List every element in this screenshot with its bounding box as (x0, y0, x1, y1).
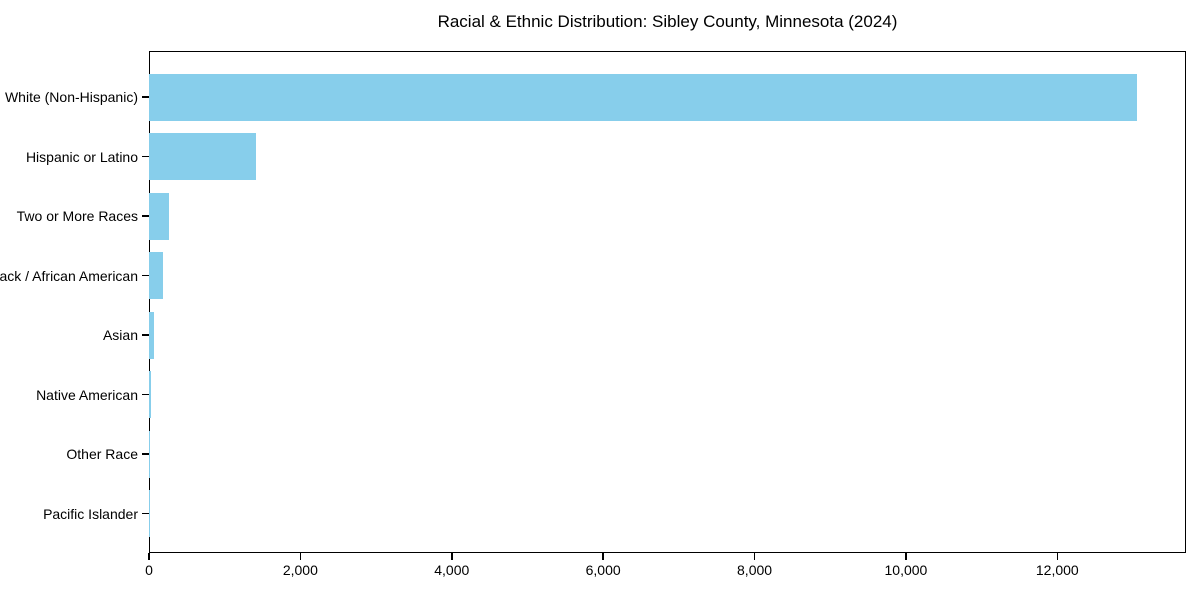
x-axis-tick-label: 10,000 (884, 562, 928, 578)
y-axis-tick-label-hispanic-or-latino: Hispanic or Latino (25, 148, 138, 165)
x-axis-tick-mark (602, 553, 604, 560)
x-axis-tick-label: 6,000 (585, 562, 621, 578)
y-axis-tick-mark (142, 215, 149, 217)
x-axis-tick-label: 8,000 (737, 562, 773, 578)
bar-two-or-more-races (149, 192, 170, 240)
x-axis-tick-mark (299, 553, 302, 560)
y-axis-tick-mark (142, 334, 149, 336)
x-axis-tick-mark (148, 553, 150, 560)
bar-black-african-american (149, 252, 163, 299)
y-axis-tick-label-black-african-american: Black / African American (0, 267, 138, 284)
y-axis-tick-mark (142, 96, 149, 98)
x-axis-tick-mark (905, 553, 907, 560)
x-axis-tick-label: 0 (145, 562, 153, 578)
y-axis-tick-label-other-race: Other Race (66, 446, 138, 462)
y-axis-tick-mark (142, 155, 149, 158)
y-axis-tick-label-white-non-hispanic: White (Non-Hispanic) (4, 89, 138, 105)
bar-white-non-hispanic (149, 73, 1137, 121)
y-axis-tick-mark (142, 393, 149, 396)
bar-asian (149, 311, 154, 359)
y-axis-tick-label-asian: Asian (102, 327, 138, 343)
y-axis-tick-mark (142, 512, 149, 515)
x-axis-tick-label: 4,000 (434, 562, 470, 578)
y-axis-tick-label-two-or-more-races: Two or More Races (16, 208, 138, 224)
y-axis-tick-mark (142, 274, 149, 277)
y-axis-tick-label-pacific-islander: Pacific Islander (43, 505, 138, 522)
plot-area-frame (149, 51, 1186, 553)
bar-native-american (149, 371, 152, 418)
x-axis-tick-label: 2,000 (282, 562, 318, 578)
plot-area (149, 51, 1186, 553)
x-axis-tick-mark (451, 553, 453, 560)
y-axis-tick-label-native-american: Native American (36, 386, 138, 403)
x-axis-tick-label: 12,000 (1035, 562, 1079, 578)
bar-hispanic-or-latino (149, 133, 256, 180)
chart-title: Racial & Ethnic Distribution: Sibley Cou… (437, 12, 898, 31)
y-axis-tick-mark (142, 453, 149, 455)
x-axis-tick-mark (753, 553, 756, 560)
x-axis-tick-mark (1056, 553, 1059, 560)
bar-other-race (149, 430, 151, 478)
